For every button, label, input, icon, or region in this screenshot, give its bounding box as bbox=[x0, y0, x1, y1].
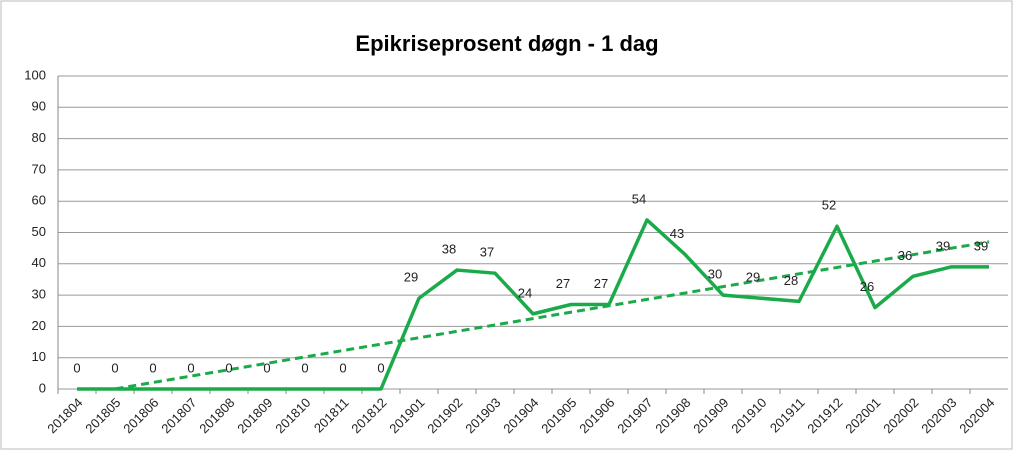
data-label: 54 bbox=[632, 191, 646, 206]
data-label: 0 bbox=[339, 360, 346, 375]
line-series bbox=[77, 218, 989, 391]
data-label: 0 bbox=[149, 360, 156, 375]
y-tick-label: 70 bbox=[32, 161, 46, 176]
data-label: 29 bbox=[404, 270, 418, 285]
y-tick-label: 0 bbox=[39, 380, 46, 395]
y-tick-label: 80 bbox=[32, 130, 46, 145]
data-label: 37 bbox=[480, 245, 494, 260]
data-label: 0 bbox=[187, 360, 194, 375]
data-label: 0 bbox=[263, 360, 270, 375]
y-tick-label: 90 bbox=[32, 99, 46, 114]
data-label: 28 bbox=[784, 273, 798, 288]
data-label: 27 bbox=[594, 276, 608, 291]
data-label: 29 bbox=[746, 270, 760, 285]
data-label: 0 bbox=[301, 360, 308, 375]
data-label: 43 bbox=[670, 226, 684, 241]
data-label: 24 bbox=[518, 285, 532, 300]
chart-title: Epikriseprosent døgn - 1 dag bbox=[355, 31, 658, 56]
y-tick-label: 20 bbox=[32, 318, 46, 333]
data-label: 27 bbox=[556, 276, 570, 291]
data-label: 39 bbox=[936, 238, 950, 253]
y-tick-label: 40 bbox=[32, 255, 46, 270]
data-label: 0 bbox=[73, 360, 80, 375]
trendline bbox=[105, 240, 990, 389]
data-label: 39 bbox=[974, 238, 988, 253]
data-label: 0 bbox=[111, 360, 118, 375]
data-label: 30 bbox=[708, 267, 722, 282]
data-label: 26 bbox=[860, 279, 874, 294]
y-tick-label: 50 bbox=[32, 224, 46, 239]
y-tick-label: 30 bbox=[32, 287, 46, 302]
data-label: 52 bbox=[822, 198, 836, 213]
y-tick-label: 100 bbox=[24, 67, 46, 82]
data-label: 38 bbox=[442, 241, 456, 256]
y-tick-label: 10 bbox=[32, 349, 46, 364]
data-label: 0 bbox=[225, 360, 232, 375]
y-tick-label: 60 bbox=[32, 193, 46, 208]
data-label: 36 bbox=[898, 248, 912, 263]
data-label: 0 bbox=[377, 360, 384, 375]
